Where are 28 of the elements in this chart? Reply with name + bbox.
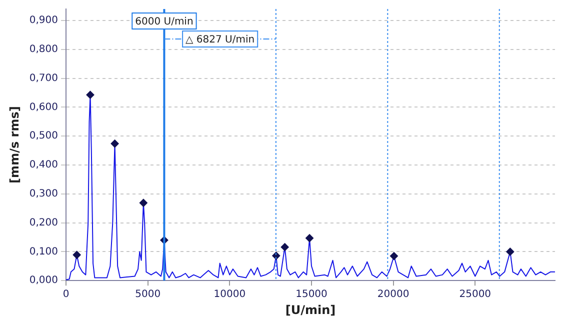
point	[139, 198, 148, 207]
x-tick-label: 10000	[214, 289, 246, 300]
y-tick-label: 0,200	[29, 217, 58, 228]
x-tick-label: 25000	[459, 289, 492, 300]
x-tick-label: 20000	[377, 289, 410, 300]
point	[506, 248, 514, 256]
x-tick-label: 0	[62, 289, 70, 300]
y-tick-label: 0,100	[29, 246, 58, 258]
point	[86, 90, 94, 99]
y-tick-label: 0,600	[29, 102, 58, 113]
point	[72, 250, 81, 259]
y-tick-label: 0,500	[29, 130, 58, 142]
point	[306, 234, 314, 242]
point	[390, 252, 398, 260]
point	[280, 243, 289, 252]
point	[110, 140, 119, 148]
ref-line-label: 6000 U/min	[135, 16, 194, 28]
x-tick-label: 5000	[135, 289, 161, 300]
x-axis-title: [U/min]	[285, 302, 336, 317]
ref-line-label: △ 6827 U/min	[186, 34, 255, 46]
y-tick-label: 0,800	[29, 44, 58, 56]
x-tick-label: 15000	[296, 289, 328, 300]
y-tick-label: 0,700	[29, 72, 58, 84]
y-tick-label: 0,300	[29, 188, 58, 200]
y-axis-title: [mm/s rms]	[7, 106, 22, 184]
y-tick-label: 0,900	[29, 15, 58, 26]
y-tick-label: 0,400	[29, 160, 58, 171]
y-tick-label: 0,000	[29, 275, 58, 286]
